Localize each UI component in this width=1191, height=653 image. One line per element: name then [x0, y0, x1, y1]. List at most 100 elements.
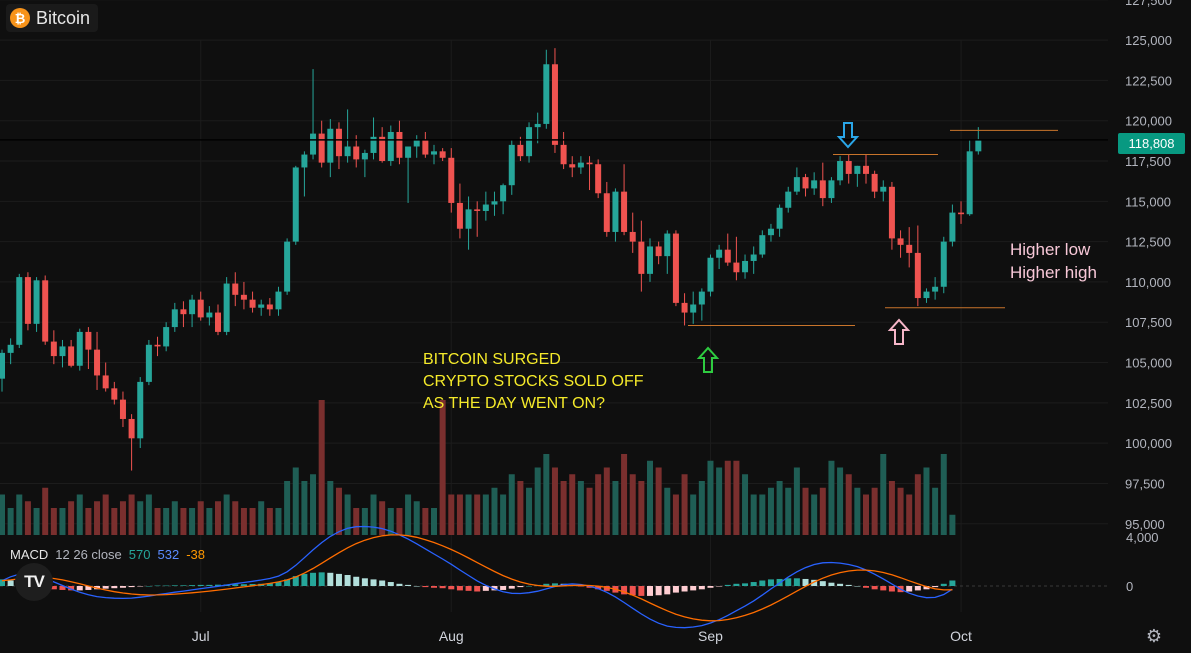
candle [16, 277, 23, 345]
candle [94, 349, 101, 376]
candle [940, 241, 947, 287]
macd-value: 570 [128, 547, 151, 562]
candle [975, 139, 982, 152]
candle [318, 133, 325, 163]
volume-bar [292, 467, 299, 535]
volume-bar [284, 481, 291, 535]
volume-bar [361, 508, 368, 535]
candle [102, 375, 109, 389]
volume-bar [275, 508, 282, 535]
candle [387, 131, 394, 162]
candle [759, 235, 766, 255]
candle [897, 238, 904, 245]
macd-histogram-bar [880, 586, 887, 591]
macd-histogram-bar [819, 581, 826, 586]
candle [396, 131, 403, 158]
price-tick-label: 122,500 [1125, 73, 1172, 88]
volume-bar [871, 487, 878, 535]
volume-bar [396, 508, 403, 535]
macd-histogram-bar [690, 586, 697, 591]
volume-bar [707, 460, 714, 535]
candle [137, 381, 144, 439]
price-tick-label: 110,000 [1125, 275, 1171, 290]
macd-histogram-bar [672, 586, 679, 593]
volume-bar [85, 508, 92, 535]
macd-histogram-bar [102, 586, 109, 589]
macd-legend[interactable]: MACD 12 26 close 570 532 -38 [10, 547, 205, 562]
candle [310, 133, 317, 155]
candle [439, 151, 446, 158]
macd-histogram-bar [845, 584, 852, 586]
gear-icon[interactable]: ⚙ [1145, 625, 1163, 646]
macd-histogram-bar [456, 586, 463, 591]
candle [828, 180, 835, 199]
volume-bar [716, 467, 723, 535]
macd-histogram-bar [344, 575, 351, 586]
time-tick-label: Aug [439, 628, 464, 644]
candle [707, 257, 714, 292]
candle [292, 167, 299, 242]
volume-bar [33, 508, 40, 535]
macd-histogram-bar [0, 579, 5, 586]
volume-bar [629, 474, 636, 535]
macd-histogram-bar [854, 586, 861, 587]
volume-bar [310, 474, 317, 535]
signal-value: 532 [157, 547, 180, 562]
volume-bar [508, 474, 515, 535]
volume-bar [0, 494, 5, 535]
macd-histogram-bar [387, 582, 394, 586]
volume-bar [802, 487, 809, 535]
macd-histogram-bar [353, 576, 360, 586]
candle [958, 212, 965, 215]
tradingview-logo[interactable]: TV [15, 563, 53, 601]
candlestick-series [0, 48, 982, 471]
volume-bar [59, 508, 66, 535]
macd-histogram-bar [327, 572, 334, 586]
candle [171, 309, 178, 328]
volume-bar [776, 481, 783, 535]
candle [482, 204, 489, 211]
macd-histogram-bar [698, 586, 705, 590]
price-tick-label: 107,500 [1125, 315, 1172, 330]
macd-histogram-bar [335, 573, 342, 586]
macd-histogram-bar [785, 578, 792, 586]
macd-histogram-bar [482, 586, 489, 591]
volume-bar [422, 508, 429, 535]
macd-histogram-bar [638, 586, 645, 596]
macd-histogram-bar [923, 586, 930, 590]
price-tick-label: 102,500 [1125, 396, 1172, 411]
macd-histogram-bar [871, 586, 878, 590]
candle [577, 162, 584, 168]
macd-histogram-bar [431, 586, 437, 588]
volume-bar [387, 508, 394, 535]
candle [206, 312, 213, 318]
candle [7, 344, 14, 353]
candle [353, 146, 360, 160]
candle [906, 244, 913, 253]
candle [664, 233, 671, 257]
volume-bar [405, 494, 412, 535]
macd-histogram-bar [474, 586, 481, 592]
macd-histogram-bar [59, 586, 66, 590]
volume-bar [543, 454, 550, 535]
candle [249, 299, 256, 308]
symbol-title-chip[interactable]: ₿ Bitcoin [6, 4, 99, 32]
macd-histogram-bar [767, 579, 774, 586]
macd-label: MACD [10, 547, 49, 562]
macd-histogram-bar [465, 586, 472, 591]
volume-bar [828, 460, 835, 535]
bitcoin-icon: ₿ [10, 8, 30, 28]
candle [335, 128, 342, 157]
candle [59, 346, 66, 357]
volume-bar [482, 494, 489, 535]
volume-bar [767, 487, 774, 535]
volume-bar [448, 494, 455, 535]
macd-histogram-bar [249, 584, 256, 586]
candle [724, 249, 731, 263]
candle [500, 185, 507, 202]
volume-bar [647, 460, 653, 535]
volume-bar [232, 501, 239, 535]
candle [232, 283, 239, 295]
macd-histogram-bar [128, 586, 135, 588]
